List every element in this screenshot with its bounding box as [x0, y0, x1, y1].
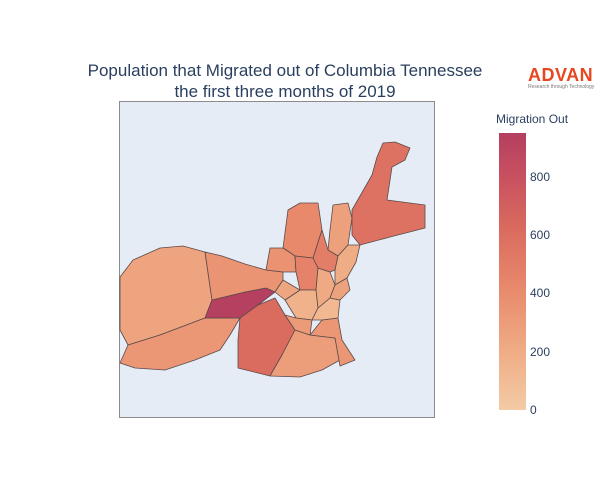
- colorbar: [499, 133, 526, 410]
- chart-title-line2: the first three months of 2019: [174, 82, 396, 101]
- region-northeast[interactable]: [351, 141, 426, 246]
- region-southwest[interactable]: [119, 317, 241, 371]
- region-center-d[interactable]: [274, 279, 301, 301]
- region-east-small[interactable]: [329, 277, 351, 301]
- chart-title-line1: Population that Migrated out of Columbia…: [87, 61, 483, 80]
- logo-wordmark: ADVAN: [528, 65, 594, 85]
- colorbar-tick-800: 800: [530, 169, 551, 184]
- colorbar-title: Migration Out: [496, 112, 569, 126]
- chart-title: Population that Migrated out of Columbia…: [20, 60, 550, 102]
- colorbar-tick-400: 400: [530, 286, 551, 301]
- advan-logo: ADVAN Research through Technology: [528, 66, 598, 90]
- logo-tagline: Research through Technology: [528, 84, 595, 90]
- colorbar-tick-200: 200: [530, 344, 551, 359]
- colorbar-tick-600: 600: [530, 228, 551, 243]
- colorbar-tick-0: 0: [530, 403, 537, 417]
- region-center-e[interactable]: [284, 314, 313, 336]
